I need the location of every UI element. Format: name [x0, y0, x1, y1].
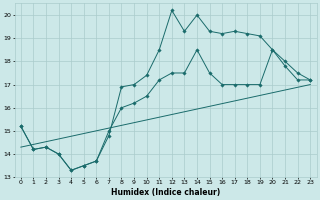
X-axis label: Humidex (Indice chaleur): Humidex (Indice chaleur) [111, 188, 220, 197]
